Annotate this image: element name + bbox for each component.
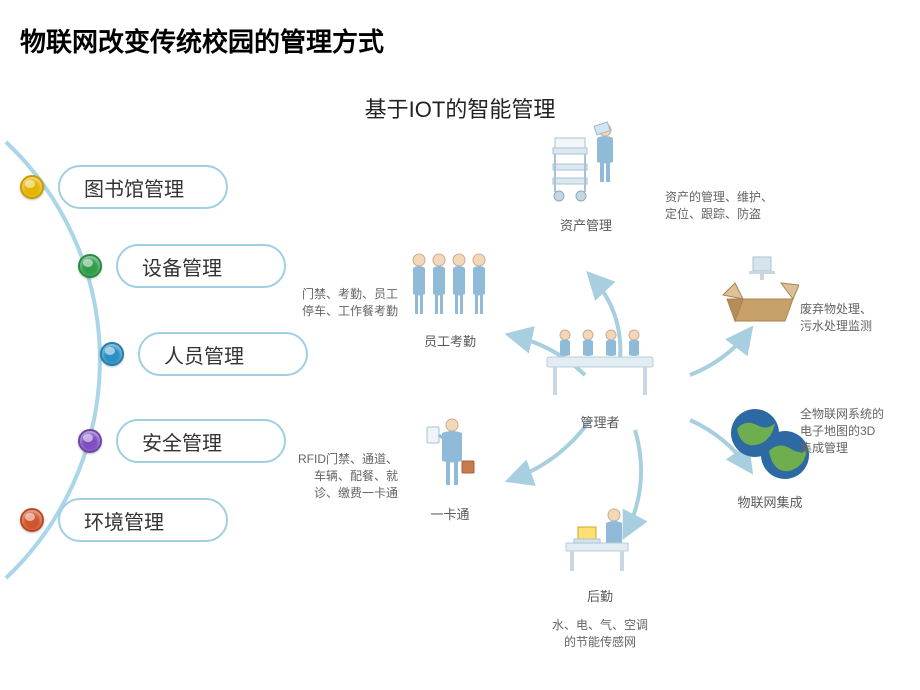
desk-person-icon [560, 505, 640, 582]
node-desc: 门禁、考勤、员工 停车、工作餐考勤 [258, 285, 398, 319]
cart-person-icon [547, 120, 625, 211]
node-label: 一卡通 [380, 504, 520, 523]
box-icon [721, 255, 799, 330]
node-desc: 水、电、气、空调 的节能传感网 [530, 616, 670, 650]
node-label: 后勤 [530, 586, 670, 605]
node-logistics: 后勤 [530, 505, 670, 605]
node-desc: 废弃物处理、 污水处理监测 [800, 300, 920, 334]
center-node: 管理者 [530, 325, 670, 431]
card-person-icon [422, 415, 478, 500]
node-card: 一卡通 [380, 415, 520, 523]
node-asset: 资产管理 [516, 120, 656, 234]
people-group-icon [407, 250, 493, 327]
node-label: 物联网集成 [700, 492, 840, 511]
node-desc: RFID门禁、通道、 车辆、配餐、就 诊、缴费一卡通 [258, 450, 398, 501]
node-attendance: 员工考勤 [380, 250, 520, 350]
node-label: 员工考勤 [380, 331, 520, 350]
center-label: 管理者 [530, 412, 670, 431]
node-label: 资产管理 [516, 215, 656, 234]
node-desc: 资产的管理、维护、 定位、跟踪、防盗 [665, 188, 805, 222]
manager-icon [545, 325, 655, 408]
node-desc: 全物联网系统的 电子地图的3D 集成管理 [800, 405, 920, 456]
arrow-icon [690, 330, 750, 375]
page: 物联网改变传统校园的管理方式 基于IOT的智能管理 图书馆管理 设备管理 人员管… [0, 0, 920, 690]
